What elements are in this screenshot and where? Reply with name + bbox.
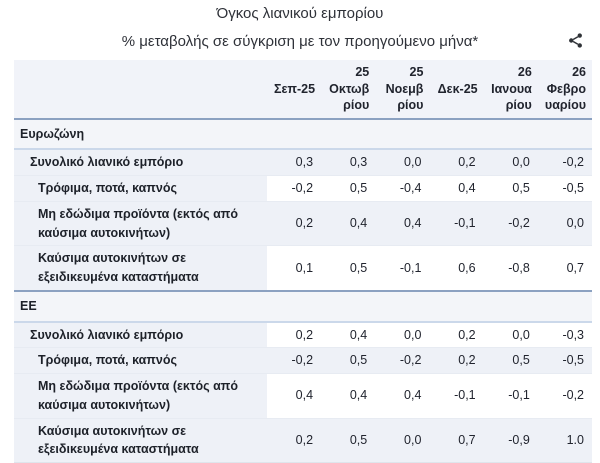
section-header-row: ΕΕ <box>14 290 592 322</box>
value-cell: -0,1 <box>508 388 530 403</box>
value-cell: 0,3 <box>349 155 368 170</box>
retail-trade-table: Σεπ-25 25 Οκτωβρίου 25 Νοεμβρίου Δεκ-25 26 Ι… <box>14 60 592 463</box>
column-header-spacer <box>14 60 267 119</box>
value-cell: -0,1 <box>454 388 476 403</box>
value-cell: 0,0 <box>512 155 530 170</box>
column-header-1: 25 Οκτωβρίου <box>321 60 376 119</box>
row-label: Καύσιμα αυτοκινήτων σε εξειδικευμένα κατ… <box>14 245 267 291</box>
column-header-0: Σεπ-25 <box>266 60 322 119</box>
value-cell: 0,0 <box>404 327 422 342</box>
page-title: Όγκος λιανικού εμπορίου <box>216 5 384 22</box>
value-cell: 0,2 <box>295 327 314 342</box>
value-cell: -0,5 <box>562 353 584 368</box>
value-cell: -0,2 <box>291 353 314 368</box>
value-cell: -0,8 <box>508 260 530 275</box>
value-cell: 0,5 <box>512 181 530 195</box>
value-cell: 0,5 <box>349 353 368 368</box>
value-cell: 0,5 <box>349 181 368 195</box>
value-cell: 0,2 <box>458 353 476 368</box>
value-cell: 0,5 <box>349 260 368 275</box>
table-row: Τρόφιμα, ποτά, καπνός -0,2 0,5 -0,4 0,4 0,5 -0… <box>14 175 592 202</box>
row-label: Συνολικό λιανικό εμπόριο <box>14 321 267 348</box>
value-cell: 0,2 <box>458 327 476 342</box>
value-cell: 0,4 <box>404 388 422 403</box>
section-label: ΕΕ <box>20 298 37 313</box>
value-cell: -0,2 <box>562 155 584 170</box>
share-icon <box>568 32 582 48</box>
table-row: Καύσιμα αυτοκινήτων σε εξειδικευμένα κατ… <box>14 245 592 291</box>
value-cell: -0,2 <box>562 388 584 403</box>
value-cell: -0,4 <box>399 181 422 195</box>
value-cell: 0,0 <box>512 327 530 342</box>
value-cell: -0,9 <box>508 432 530 447</box>
value-cell: 0,1 <box>295 260 314 275</box>
table-row: Συνολικό λιανικό εμπόριο 0,3 0,3 0,0 0,2 0,0 -… <box>14 149 592 176</box>
column-header-5: 26 Φεβρουαρίου <box>537 60 592 119</box>
table-row: Μη εδώδιμα προϊόντα (εκτός από καύσιμα α… <box>14 373 592 418</box>
row-label: Συνολικό λιανικό εμπόριο <box>14 149 267 176</box>
widget-header: Όγκος λιανικού εμπορίου % μεταβολής σε σ… <box>0 0 600 51</box>
column-header-row: Σεπ-25 25 Οκτωβρίου 25 Νοεμβρίου Δεκ-25 26 Ι… <box>14 60 592 119</box>
table-row: Συνολικό λιανικό εμπόριο 0,2 0,4 0,0 0,2 0,0 -… <box>14 321 592 348</box>
value-cell: 0,0 <box>404 432 422 447</box>
value-cell: 0,2 <box>295 432 314 447</box>
section-label: Ευρωζώνη <box>20 126 85 141</box>
value-cell: 0,0 <box>566 216 584 231</box>
section-header-row: Ευρωζώνη <box>14 118 592 150</box>
row-label: Μη εδώδιμα προϊόντα (εκτός από καύσιμα α… <box>14 373 267 418</box>
value-cell: -0,3 <box>562 327 584 342</box>
value-cell: -0,1 <box>399 260 422 275</box>
value-cell: -0,5 <box>562 181 584 195</box>
table-row: Καύσιμα αυτοκινήτων σε εξειδικευμένα κατ… <box>14 418 592 463</box>
column-header-4: 26 Ιανουαρίου <box>483 60 538 119</box>
table-row: Μη εδώδιμα προϊόντα (εκτός από καύσιμα α… <box>14 201 592 246</box>
value-cell: 0,2 <box>458 155 476 170</box>
value-cell: 0,7 <box>566 260 584 275</box>
value-cell: -0,2 <box>508 216 530 231</box>
page-subtitle: % μεταβολής σε σύγκριση με τον προηγούμε… <box>121 33 479 50</box>
value-cell: 0,6 <box>458 260 476 275</box>
value-cell: 0,4 <box>458 181 476 195</box>
value-cell: 0,4 <box>349 327 368 342</box>
row-label: Τρόφιμα, ποτά, καπνός <box>14 347 267 374</box>
value-cell: 0,0 <box>404 155 422 170</box>
value-cell: 0,4 <box>404 216 422 231</box>
value-cell: 0,5 <box>512 353 530 368</box>
row-label: Καύσιμα αυτοκινήτων σε εξειδικευμένα κατ… <box>14 418 267 463</box>
table-row: Τρόφιμα, ποτά, καπνός -0,2 0,5 -0,2 0,2 0,5 -0… <box>14 347 592 374</box>
value-cell: 0,4 <box>295 388 314 403</box>
value-cell: -0,2 <box>399 353 422 368</box>
value-cell: 0,4 <box>349 388 368 403</box>
value-cell: 0,4 <box>349 216 368 231</box>
table-body: Ευρωζώνη Συνολικό λιανικό εμπόριο 0,3 0,3 0,… <box>14 118 592 463</box>
value-cell: -0,1 <box>454 216 476 231</box>
value-cell: 1.0 <box>566 432 584 447</box>
share-button[interactable] <box>564 29 586 51</box>
column-header-2: 25 Νοεμβρίου <box>375 60 430 119</box>
column-header-3: Δεκ-25 <box>429 60 484 119</box>
value-cell: -0,2 <box>291 181 314 195</box>
value-cell: 0,3 <box>295 155 314 170</box>
value-cell: 0,5 <box>349 432 368 447</box>
value-cell: 0,7 <box>458 432 476 447</box>
row-label: Μη εδώδιμα προϊόντα (εκτός από καύσιμα α… <box>14 201 267 246</box>
value-cell: 0,2 <box>295 216 314 231</box>
row-label: Τρόφιμα, ποτά, καπνός <box>14 175 267 202</box>
table-header: Σεπ-25 25 Οκτωβρίου 25 Νοεμβρίου Δεκ-25 26 Ι… <box>14 60 592 119</box>
